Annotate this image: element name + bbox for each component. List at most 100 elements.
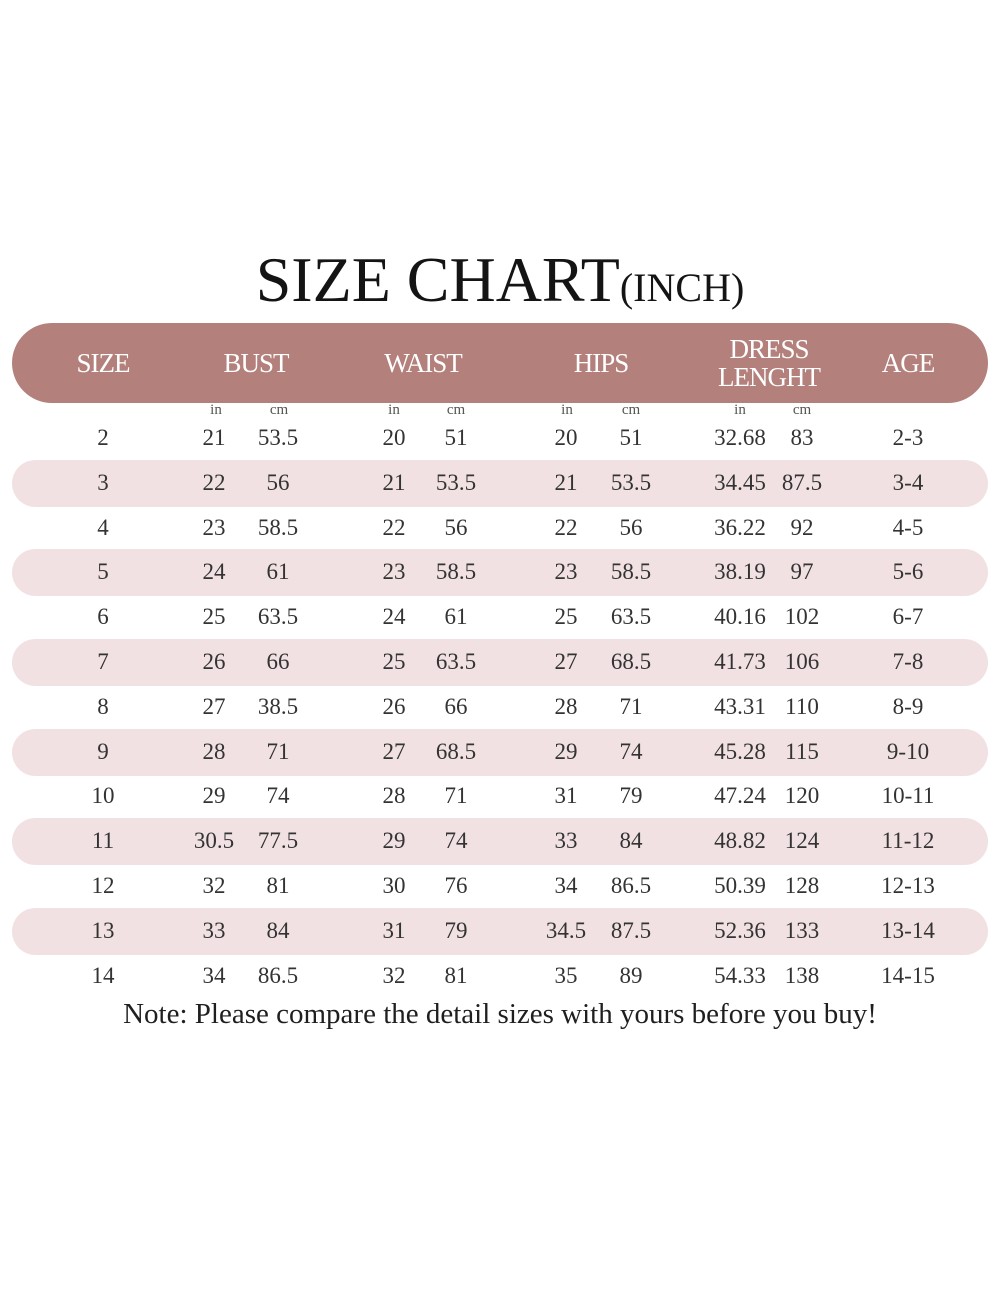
cell-size: 2 (97, 425, 109, 450)
cell-size: 8 (97, 693, 109, 719)
cell-bust-in: 28 (202, 738, 226, 764)
cell-age: 5-6 (892, 559, 924, 585)
cell-bust-in: 27 (202, 693, 226, 719)
table-row: 7 26 66 25 63.5 27 68.5 41.73 106 7-8 (0, 638, 1000, 686)
cell-hips-cm: 63.5 (610, 604, 652, 630)
cell-size: 12 (91, 872, 115, 898)
cell-size: 9 (97, 738, 109, 764)
cell-length-cm: 87.5 (781, 469, 823, 495)
waist-in-label: in (388, 402, 400, 418)
table-row: 3 22 56 21 53.5 21 53.5 34.45 87.5 3-4 (0, 459, 1000, 507)
cell-hips-in: 21 (554, 469, 578, 495)
table-header: SIZE BUST WAIST HIPS DRESS LENGHT AGE (12, 323, 988, 403)
cell-length-cm: 106 (784, 648, 820, 674)
waist-cm-label: cm (446, 402, 466, 418)
cell-bust-cm: 53.5 (257, 425, 299, 450)
length-cm-label: cm (792, 402, 812, 418)
table-row: 13 33 84 31 79 34.5 87.5 52.36 133 13-14 (0, 907, 1000, 955)
cell-bust-in: 21 (202, 425, 226, 450)
cell-bust-in: 23 (202, 514, 226, 540)
cell-length-in: 41.73 (714, 648, 766, 674)
cell-waist-cm: 53.5 (435, 469, 477, 495)
cell-hips-cm: 53.5 (610, 469, 652, 495)
cell-hips-cm: 86.5 (610, 872, 652, 898)
cell-bust-cm: 77.5 (257, 828, 299, 854)
cell-age: 4-5 (892, 514, 924, 540)
cell-hips-cm: 87.5 (610, 917, 652, 943)
cell-length-cm: 83 (790, 425, 814, 450)
cell-waist-cm: 66 (444, 693, 468, 719)
cell-size: 5 (97, 559, 109, 585)
cell-length-cm: 92 (790, 514, 814, 540)
cell-size: 11 (91, 828, 115, 854)
table-row: 11 30.5 77.5 29 74 33 84 48.82 124 11-12 (0, 818, 1000, 866)
cell-bust-cm: 38.5 (257, 693, 299, 719)
title-main: SIZE CHART (255, 244, 620, 315)
cell-hips-in: 20 (554, 425, 578, 450)
header-size: SIZE (76, 348, 131, 378)
table-row: 2 21 53.5 20 51 20 51 32.68 83 2-3 (0, 415, 1000, 460)
cell-hips-in: 33 (554, 828, 578, 854)
bust-cm-label: cm (269, 402, 289, 418)
table-row: 12 32 81 30 76 34 86.5 50.39 128 12-13 (0, 863, 1000, 908)
cell-length-cm: 128 (784, 872, 820, 898)
cell-waist-cm: 61 (444, 604, 468, 630)
cell-length-in: 48.82 (714, 828, 766, 854)
cell-length-in: 47.24 (714, 783, 766, 809)
cell-length-cm: 115 (785, 738, 819, 764)
cell-age: 11-12 (881, 828, 935, 854)
bust-in-label: in (210, 402, 222, 418)
cell-bust-cm: 63.5 (257, 604, 299, 630)
cell-waist-in: 25 (382, 648, 406, 674)
hips-cm-label: cm (621, 402, 641, 418)
cell-hips-in: 31 (554, 783, 578, 809)
cell-length-cm: 102 (784, 604, 820, 630)
cell-waist-cm: 74 (444, 828, 468, 854)
cell-hips-cm: 71 (619, 693, 643, 719)
cell-waist-cm: 76 (444, 872, 468, 898)
cell-size: 4 (97, 514, 109, 540)
cell-size: 14 (91, 962, 115, 988)
cell-bust-cm: 74 (266, 783, 290, 809)
hips-in-label: in (561, 402, 573, 418)
cell-length-in: 54.33 (714, 962, 766, 988)
table-row: 6 25 63.5 24 61 25 63.5 40.16 102 6-7 (0, 594, 1000, 639)
cell-bust-cm: 86.5 (257, 962, 299, 988)
cell-hips-in: 22 (554, 514, 578, 540)
cell-bust-cm: 81 (266, 872, 290, 898)
cell-bust-cm: 66 (266, 648, 290, 674)
cell-length-in: 45.28 (714, 738, 766, 764)
cell-age: 6-7 (892, 604, 924, 630)
row-stripe (12, 459, 988, 507)
cell-waist-cm: 51 (444, 425, 468, 450)
cell-size: 10 (91, 783, 115, 809)
cell-waist-in: 20 (382, 425, 406, 450)
header-hips: HIPS (573, 348, 630, 378)
cell-bust-in: 30.5 (193, 828, 235, 854)
cell-length-cm: 133 (784, 917, 820, 943)
cell-age: 9-10 (886, 738, 930, 764)
cell-bust-in: 22 (202, 469, 226, 495)
header-dress-length: DRESS LENGHT (718, 334, 821, 392)
cell-length-in: 40.16 (714, 604, 766, 630)
header-bust: BUST (223, 348, 289, 378)
cell-waist-cm: 58.5 (435, 559, 477, 585)
cell-age: 12-13 (881, 872, 935, 898)
table-row: 8 27 38.5 26 66 28 71 43.31 110 8-9 (0, 684, 1000, 729)
cell-hips-in: 25 (554, 604, 578, 630)
table-row: 14 34 86.5 32 81 35 89 54.33 138 14-15 (0, 953, 1000, 998)
cell-waist-in: 26 (382, 693, 406, 719)
cell-waist-cm: 68.5 (435, 738, 477, 764)
cell-bust-in: 26 (202, 648, 226, 674)
row-stripe (12, 907, 988, 955)
cell-length-in: 43.31 (714, 693, 766, 719)
cell-hips-in: 35 (554, 962, 578, 988)
cell-length-in: 52.36 (714, 917, 766, 943)
cell-waist-cm: 63.5 (435, 648, 477, 674)
cell-age: 2-3 (892, 425, 924, 450)
cell-hips-cm: 74 (619, 738, 643, 764)
cell-length-in: 38.19 (714, 559, 766, 585)
cell-waist-in: 24 (382, 604, 406, 630)
cell-size: 7 (97, 648, 109, 674)
note-text: Note: Please compare the detail sizes wi… (123, 998, 877, 1030)
